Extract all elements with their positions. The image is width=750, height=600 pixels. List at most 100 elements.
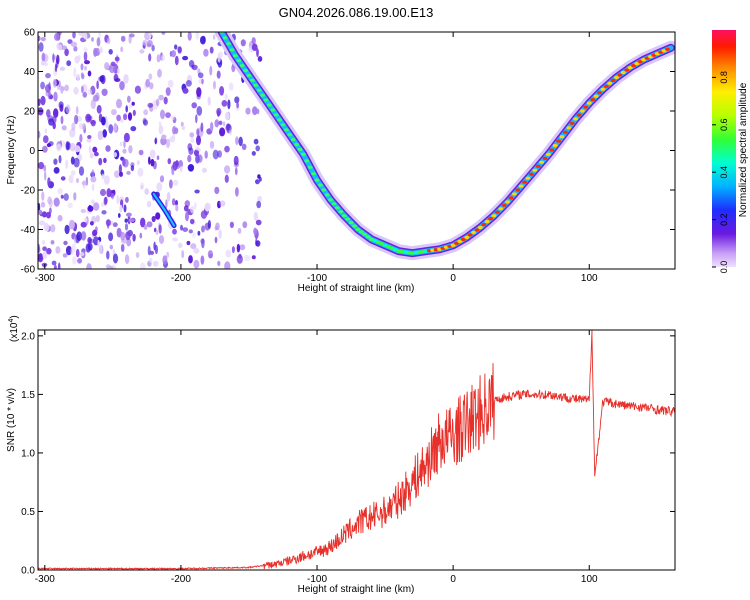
- noise-cell: [63, 193, 69, 201]
- snr-ytick-label-3: 1.5: [21, 390, 35, 401]
- noise-cell: [123, 204, 127, 213]
- noise-cell: [50, 224, 56, 233]
- snr-scale-label: (x104): [8, 315, 20, 342]
- spectrogram-ytick-label-0: -60: [21, 265, 36, 276]
- ridge-core: [392, 248, 398, 252]
- noise-cell: [78, 166, 85, 176]
- noise-cell: [216, 70, 221, 79]
- noise-cell: [200, 238, 205, 244]
- snr-xlabel: Height of straight line (km): [298, 584, 415, 595]
- ridge-core: [488, 217, 493, 221]
- noise-cell: [159, 175, 165, 183]
- ridge-core: [386, 245, 391, 249]
- noise-cell: [217, 260, 221, 267]
- ridge-core: [654, 52, 660, 56]
- noise-cell: [91, 183, 95, 192]
- snr-xtick-label-4: 100: [581, 574, 598, 585]
- noise-cell: [74, 114, 79, 125]
- noise-cell: [80, 221, 87, 228]
- noise-cell: [85, 243, 91, 253]
- noise-cell: [42, 145, 48, 153]
- noise-cell: [200, 35, 206, 45]
- noise-cell: [75, 248, 80, 258]
- noise-cell: [62, 140, 65, 148]
- snr-scale-close: ): [9, 315, 20, 318]
- noise-cell: [171, 115, 175, 121]
- noise-cell: [222, 121, 226, 127]
- noise-cell: [52, 53, 55, 63]
- noise-cell: [108, 232, 114, 242]
- spectrogram-xtick-label-3: 0: [450, 273, 456, 284]
- ridge-core: [335, 206, 340, 210]
- noise-cell: [81, 123, 86, 131]
- noise-cell: [148, 53, 152, 62]
- noise-cell: [126, 170, 131, 175]
- ridge-core: [648, 55, 653, 59]
- noise-cell: [137, 167, 144, 177]
- ridge-core: [246, 73, 252, 78]
- noise-cell: [188, 60, 195, 68]
- ridge-core: [573, 117, 578, 121]
- noise-cell: [179, 166, 183, 173]
- ridge-core: [382, 243, 388, 247]
- noise-cell: [143, 109, 149, 116]
- noise-cell: [98, 113, 103, 123]
- noise-cell: [103, 196, 108, 206]
- noise-cell: [80, 63, 84, 71]
- noise-cell: [174, 44, 178, 50]
- snr-series-line: [38, 330, 675, 570]
- noise-cell: [65, 159, 69, 169]
- noise-cell: [149, 82, 154, 90]
- ridge-core: [460, 237, 466, 241]
- colorbar-tick-label-3: 0.6: [719, 119, 729, 132]
- noise-cell: [166, 191, 171, 202]
- ridge-core: [239, 64, 245, 68]
- snr-marks: [38, 330, 675, 570]
- noise-cell: [195, 146, 200, 151]
- noise-cell: [193, 248, 200, 254]
- colorbar-gradient: [712, 30, 736, 267]
- noise-cell: [58, 155, 62, 164]
- noise-cell: [55, 246, 61, 254]
- noise-cell: [88, 204, 92, 211]
- ridge-core: [600, 87, 606, 91]
- ridge-core: [263, 98, 269, 102]
- ridge-core: [641, 58, 647, 62]
- noise-cell: [90, 119, 96, 125]
- noise-cell: [120, 118, 124, 123]
- noise-cell: [96, 104, 102, 114]
- noise-cell: [163, 96, 168, 105]
- noise-cell: [42, 246, 47, 251]
- noise-cell: [97, 130, 104, 141]
- noise-cell: [57, 262, 61, 269]
- noise-cell: [132, 233, 136, 242]
- ridge-core: [556, 139, 561, 143]
- noise-cell: [161, 54, 166, 62]
- noise-cell: [225, 125, 232, 132]
- noise-cell: [132, 109, 136, 116]
- noise-cell: [165, 138, 171, 149]
- noise-cell: [214, 186, 220, 195]
- ridge-core: [328, 198, 333, 202]
- ridge-core: [280, 123, 286, 127]
- noise-cell: [177, 242, 183, 249]
- spectrogram-ytick-label-1: -40: [21, 225, 36, 236]
- noise-cell: [116, 98, 122, 109]
- noise-cell: [148, 156, 151, 165]
- snr-ytick-label-2: 1.0: [21, 448, 35, 459]
- noise-cell: [171, 168, 175, 176]
- noise-cell: [40, 60, 46, 66]
- noise-cell: [64, 84, 69, 92]
- noise-cell: [101, 173, 105, 180]
- noise-cell: [177, 46, 182, 54]
- ridge-core: [651, 53, 657, 57]
- noise-cell: [61, 45, 68, 50]
- noise-cell: [224, 112, 230, 121]
- noise-cell: [98, 157, 103, 166]
- noise-cell: [151, 44, 155, 52]
- noise-cell: [117, 67, 120, 75]
- noise-cell: [251, 43, 258, 51]
- snr-xtick-label-3: 0: [450, 574, 456, 585]
- ridge-core: [471, 230, 476, 235]
